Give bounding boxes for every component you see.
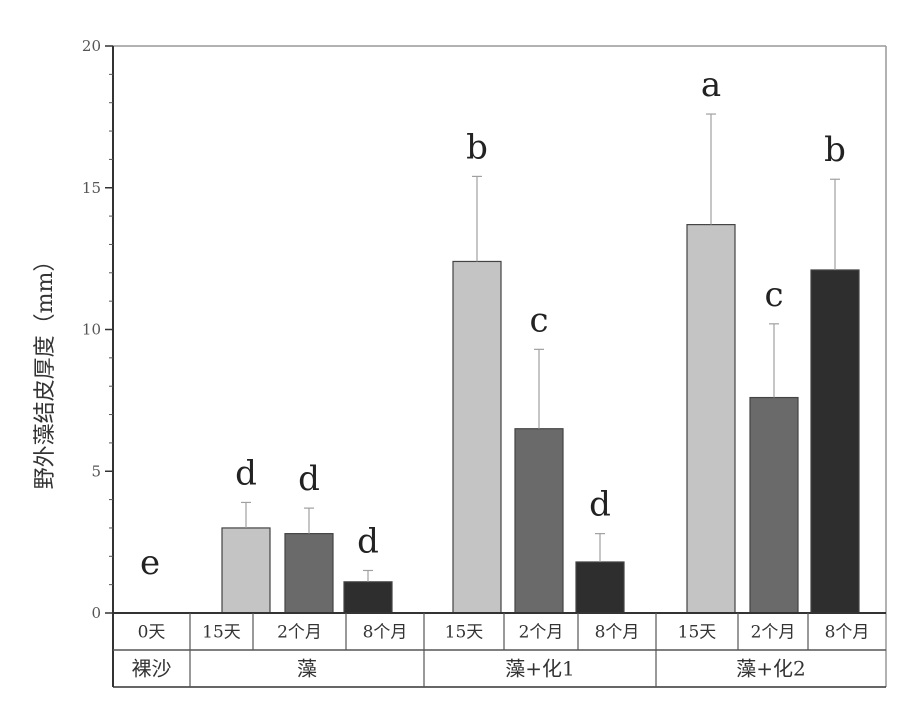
bar-9 xyxy=(810,269,860,614)
significance-letter-6: d xyxy=(589,485,611,525)
category-label-6: 8个月 xyxy=(595,623,640,643)
category-label-8: 2个月 xyxy=(751,623,796,643)
group-label-0: 裸沙 xyxy=(132,657,172,681)
significance-letter-9: b xyxy=(824,130,846,170)
bar-2 xyxy=(284,533,334,614)
category-label-0: 0天 xyxy=(138,623,166,643)
significance-letter-8: c xyxy=(764,275,783,315)
group-label-2: 藻+化1 xyxy=(505,657,574,681)
y-tick-label: 5 xyxy=(91,462,101,480)
bar-8 xyxy=(749,396,799,614)
group-label-1: 藻 xyxy=(297,657,317,681)
y-tick-label: 0 xyxy=(91,604,101,622)
error-bar-layer xyxy=(241,113,840,582)
plot-frame xyxy=(112,45,887,687)
bar-1 xyxy=(221,527,271,614)
category-label-7: 15天 xyxy=(678,623,717,643)
category-label-9: 8个月 xyxy=(825,623,870,643)
bar-7 xyxy=(686,224,736,614)
y-tick-label: 15 xyxy=(82,179,101,197)
bar-6 xyxy=(575,561,625,614)
significance-letter-3: d xyxy=(357,521,379,561)
category-label-4: 15天 xyxy=(445,623,484,643)
significance-letter-2: d xyxy=(298,459,320,499)
significance-letter-1: d xyxy=(235,453,257,493)
y-axis: 0 5 10 15 20 xyxy=(82,37,113,622)
y-tick-label: 20 xyxy=(82,37,101,55)
y-axis-label: 野外藻结皮厚度（mm） xyxy=(33,250,58,490)
category-label-5: 2个月 xyxy=(519,623,564,643)
category-label-3: 8个月 xyxy=(363,623,408,643)
category-label-2: 2个月 xyxy=(277,623,322,643)
bar-5 xyxy=(514,428,564,614)
bar-3 xyxy=(343,581,393,614)
bar-4 xyxy=(452,260,502,614)
significance-letter-0: e xyxy=(140,543,160,583)
group-label-3: 藻+化2 xyxy=(736,657,805,681)
significance-letter-7: a xyxy=(701,65,721,105)
y-tick-label: 10 xyxy=(82,321,101,339)
significance-letter-5: c xyxy=(529,300,548,340)
significance-letter-4: b xyxy=(466,127,488,167)
category-label-1: 15天 xyxy=(202,623,241,643)
bar-layer xyxy=(221,224,860,614)
